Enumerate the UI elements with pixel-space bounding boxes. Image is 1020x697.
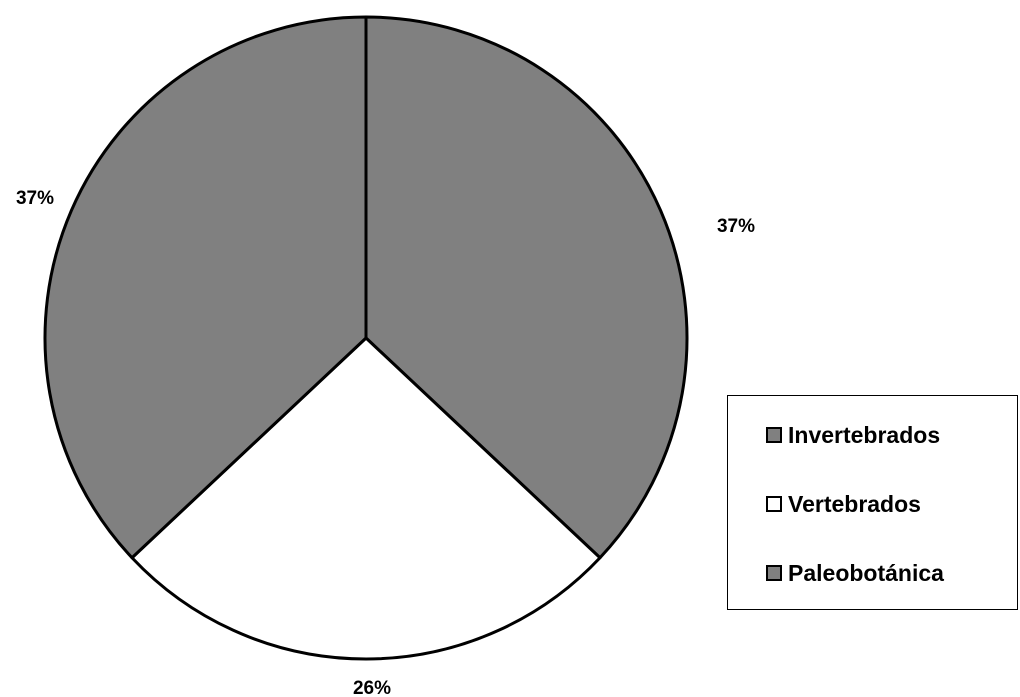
- slice-label-invertebrados: 37%: [717, 216, 755, 237]
- legend-swatch-vertebrados: [766, 496, 782, 512]
- legend-label-paleobotanica: Paleobotánica: [788, 559, 944, 586]
- legend-label-vertebrados: Vertebrados: [788, 490, 921, 517]
- legend-item-paleobotanica: Paleobotánica: [766, 558, 944, 588]
- pie-slice-paleobotnica: [43, 15, 368, 560]
- pie-labels: 37% 26% 37%: [16, 188, 755, 697]
- pie-slices: [43, 15, 689, 661]
- pie-slice-invertebrados: [364, 15, 689, 560]
- legend-swatch-invertebrados: [766, 427, 782, 443]
- legend-item-invertebrados: Invertebrados: [766, 420, 940, 450]
- slice-label-vertebrados: 26%: [353, 678, 391, 697]
- pie-slice-vertebrados: [130, 336, 602, 661]
- slice-label-paleobotnica: 37%: [16, 188, 54, 209]
- legend-item-vertebrados: Vertebrados: [766, 489, 921, 519]
- legend-swatch-paleobotanica: [766, 565, 782, 581]
- legend: Invertebrados Vertebrados Paleobotánica: [727, 395, 1018, 610]
- legend-label-invertebrados: Invertebrados: [788, 421, 941, 448]
